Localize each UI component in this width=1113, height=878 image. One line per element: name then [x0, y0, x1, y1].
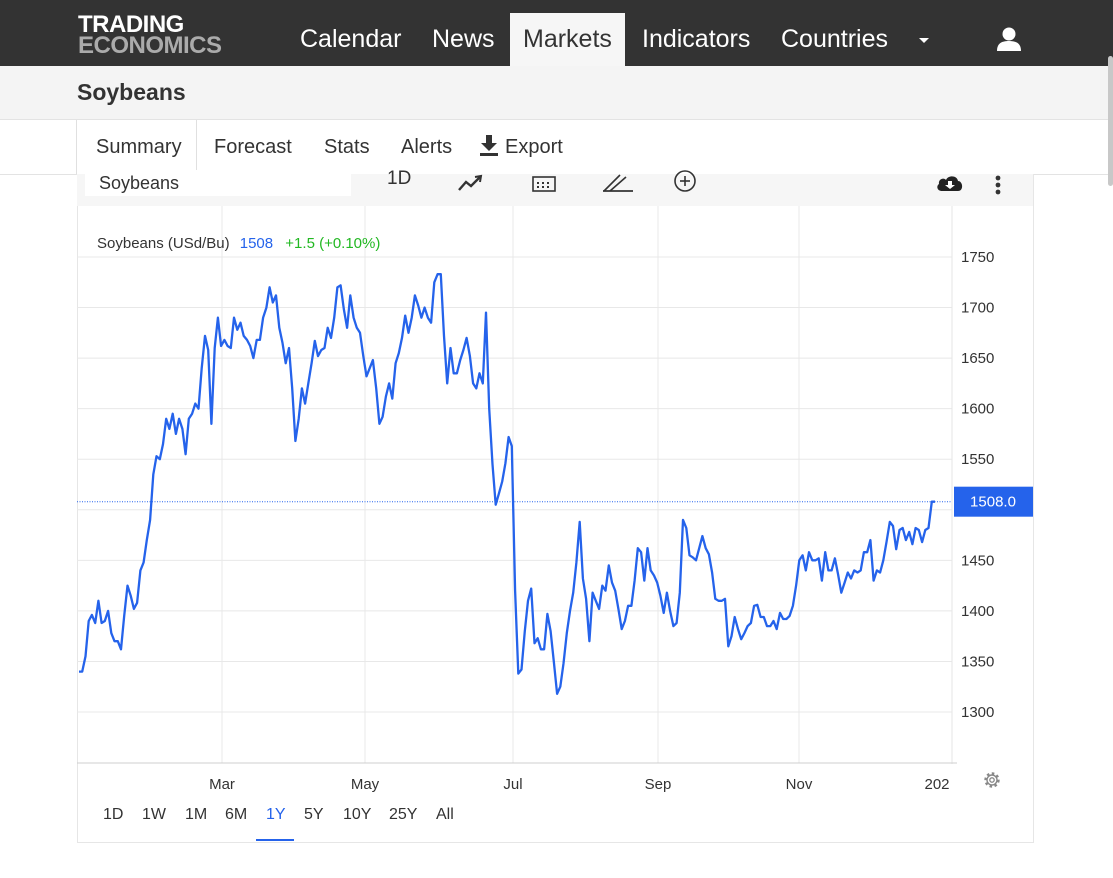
tab-alerts[interactable]: Alerts [401, 136, 453, 158]
nav-news[interactable]: News [432, 25, 495, 53]
quote-line: Soybeans (USd/Bu) 1508 +1.5 (+0.10%) [97, 235, 380, 252]
range-1m[interactable]: 1M [185, 806, 208, 823]
range-5y[interactable]: 5Y [304, 806, 324, 823]
symbol-search-input[interactable]: Soybeans [85, 170, 351, 196]
x-tick-label: May [351, 776, 380, 793]
user-icon[interactable] [996, 26, 1022, 52]
nav-markets[interactable]: Markets [510, 13, 625, 66]
x-tick-label: Nov [786, 776, 813, 793]
series-line[interactable] [79, 273, 935, 695]
y-tick-label: 1650 [961, 350, 994, 367]
logo-line1: TRADING [78, 11, 184, 38]
range-25y[interactable]: 25Y [389, 806, 418, 823]
download-icon [480, 135, 498, 156]
x-tick-label: Sep [645, 776, 672, 793]
y-tick-label: 1700 [961, 300, 994, 317]
calendar-icon[interactable] [532, 170, 556, 196]
range-6m[interactable]: 6M [225, 806, 248, 823]
x-tick-label: Mar [209, 776, 235, 793]
more-vertical-icon[interactable] [994, 172, 1002, 198]
nav-calendar[interactable]: Calendar [300, 25, 402, 53]
top-navbar: TRADING ECONOMICS Calendar News Markets … [0, 0, 1113, 66]
nav-indicators[interactable]: Indicators [642, 25, 751, 53]
tab-forecast[interactable]: Forecast [214, 136, 292, 158]
download-cloud-icon[interactable] [935, 170, 965, 196]
last-value-label: 1508.0 [970, 494, 1016, 511]
site-logo[interactable]: TRADING ECONOMICS [78, 11, 222, 59]
settings-gear-icon[interactable] [982, 770, 1002, 790]
y-tick-label: 1300 [961, 704, 994, 721]
chart-panel [77, 174, 1034, 843]
y-tick-label: 1600 [961, 401, 994, 418]
range-1w[interactable]: 1W [142, 806, 166, 823]
range-1d[interactable]: 1D [103, 806, 124, 823]
x-tick-label: Jul [503, 776, 522, 793]
export-label: Export [505, 136, 563, 158]
quote-name: Soybeans (USd/Bu) [97, 235, 230, 252]
more-dropdown-caret-icon[interactable] [919, 38, 929, 43]
range-10y[interactable]: 10Y [343, 806, 372, 823]
last-value-badge: 1508.0 [954, 486, 1033, 517]
active-range-underline [256, 839, 294, 841]
y-tick-label: 1550 [961, 451, 994, 468]
section-tabs: Summary Forecast Stats Alerts Export [76, 120, 1113, 175]
compare-add-icon[interactable] [673, 168, 697, 194]
y-tick-label: 1400 [961, 603, 994, 620]
quote-change: +1.5 (+0.10%) [285, 235, 380, 252]
range-all[interactable]: All [436, 806, 454, 823]
tab-summary[interactable]: Summary [76, 120, 197, 175]
quote-price: 1508 [240, 235, 273, 252]
nav-countries[interactable]: Countries [781, 25, 888, 53]
y-tick-label: 1350 [961, 653, 994, 670]
tab-export[interactable]: Export [479, 120, 563, 175]
y-tick-label: 1450 [961, 552, 994, 569]
price-chart[interactable]: 1300 1350 1400 1450 1550 1600 1650 1700 1750 Mar… [77, 206, 1033, 806]
page-scrollbar[interactable] [1108, 56, 1113, 186]
page-title-bar: Soybeans [0, 66, 1113, 120]
interval-button[interactable]: 1D [387, 168, 412, 189]
y-tick-label: 1750 [961, 249, 994, 266]
x-tick-label: 202 [924, 776, 949, 793]
range-1y[interactable]: 1Y [266, 806, 286, 823]
logo-line2: ECONOMICS [78, 32, 222, 59]
draw-tool-icon[interactable] [602, 170, 634, 196]
line-chart-icon[interactable] [458, 170, 484, 196]
page-title: Soybeans [77, 79, 186, 105]
tab-stats[interactable]: Stats [324, 136, 370, 158]
